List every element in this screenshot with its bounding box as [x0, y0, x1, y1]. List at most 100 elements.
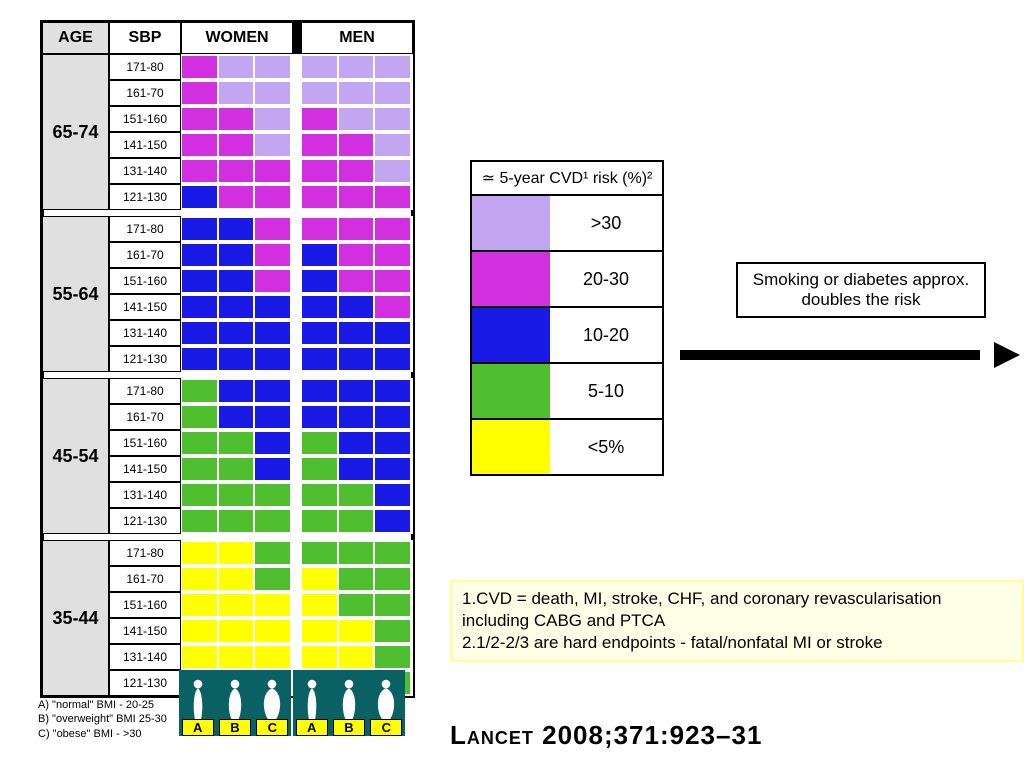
risk-swatch	[375, 432, 410, 454]
risk-swatch	[255, 270, 290, 292]
risk-swatch	[219, 348, 254, 370]
risk-swatch	[219, 542, 254, 564]
risk-swatch	[182, 380, 217, 402]
bmi-legend: A) "normal" BMI - 20-25 B) "overweight" …	[38, 698, 167, 741]
risk-swatch	[302, 568, 337, 590]
risk-swatch	[182, 620, 217, 642]
risk-cell	[181, 592, 293, 618]
risk-swatch	[182, 160, 217, 182]
sbp-band-label: 121-130	[109, 508, 181, 534]
risk-cell	[181, 184, 293, 210]
bmi-label: C	[256, 719, 288, 736]
risk-swatch	[375, 134, 410, 156]
risk-swatch	[255, 108, 290, 130]
risk-swatch	[182, 244, 217, 266]
risk-cell	[181, 242, 293, 268]
risk-swatch	[339, 542, 374, 564]
risk-swatch	[339, 160, 374, 182]
risk-cell	[301, 644, 413, 670]
risk-cell	[301, 132, 413, 158]
risk-swatch	[255, 620, 290, 642]
risk-swatch	[255, 82, 290, 104]
risk-swatch	[255, 406, 290, 428]
risk-swatch	[255, 322, 290, 344]
risk-swatch	[219, 406, 254, 428]
risk-swatch	[375, 542, 410, 564]
risk-cell	[301, 184, 413, 210]
risk-cell	[301, 106, 413, 132]
legend-swatch	[472, 364, 550, 418]
legend-value: 5-10	[550, 364, 662, 418]
risk-swatch	[219, 186, 254, 208]
risk-swatch	[302, 322, 337, 344]
legend-swatch	[472, 252, 550, 306]
risk-swatch	[255, 218, 290, 240]
sbp-band-label: 141-150	[109, 294, 181, 320]
footnotes: 1.CVD = death, MI, stroke, CHF, and coro…	[450, 580, 1024, 662]
risk-swatch	[339, 432, 374, 454]
sbp-band-label: 171-80	[109, 54, 181, 80]
risk-swatch	[255, 484, 290, 506]
risk-swatch	[339, 322, 374, 344]
bmi-legend-a: A) "normal" BMI - 20-25	[38, 698, 167, 712]
age-group-label: 45-54	[42, 378, 109, 534]
risk-swatch	[219, 56, 254, 78]
risk-swatch	[339, 380, 374, 402]
risk-swatch	[182, 218, 217, 240]
risk-swatch	[219, 568, 254, 590]
risk-cell	[301, 404, 413, 430]
risk-cell	[181, 80, 293, 106]
risk-cell	[301, 378, 413, 404]
risk-swatch	[375, 218, 410, 240]
risk-cell	[301, 80, 413, 106]
risk-swatch	[302, 432, 337, 454]
risk-swatch	[219, 160, 254, 182]
sbp-band-label: 131-140	[109, 644, 181, 670]
risk-cell	[301, 540, 413, 566]
bmi-label: B	[219, 719, 251, 736]
risk-swatch	[375, 108, 410, 130]
risk-swatch	[219, 270, 254, 292]
risk-swatch	[255, 646, 290, 668]
risk-swatch	[339, 406, 374, 428]
risk-swatch	[219, 322, 254, 344]
column-separator	[293, 22, 301, 54]
sbp-band-label: 131-140	[109, 482, 181, 508]
header-men: MEN	[301, 22, 413, 54]
risk-cell	[301, 618, 413, 644]
legend-swatch	[472, 420, 550, 474]
risk-cell	[181, 106, 293, 132]
sbp-band-label: 171-80	[109, 378, 181, 404]
risk-cell	[181, 508, 293, 534]
risk-swatch	[255, 594, 290, 616]
risk-swatch	[339, 296, 374, 318]
risk-cell	[301, 216, 413, 242]
risk-cell	[301, 242, 413, 268]
risk-swatch	[339, 108, 374, 130]
risk-cell	[301, 158, 413, 184]
bmi-label: A	[296, 719, 328, 736]
sbp-band-label: 121-130	[109, 346, 181, 372]
risk-swatch	[219, 218, 254, 240]
risk-swatch	[375, 568, 410, 590]
sbp-band-label: 151-160	[109, 106, 181, 132]
risk-swatch	[182, 82, 217, 104]
risk-swatch	[219, 646, 254, 668]
risk-cell	[181, 132, 293, 158]
risk-cell	[181, 644, 293, 670]
risk-swatch	[182, 510, 217, 532]
risk-swatch	[375, 160, 410, 182]
risk-swatch	[339, 484, 374, 506]
sbp-band-label: 171-80	[109, 540, 181, 566]
risk-cell	[181, 268, 293, 294]
risk-cell	[301, 294, 413, 320]
risk-swatch	[255, 458, 290, 480]
risk-swatch	[375, 244, 410, 266]
risk-cell	[181, 158, 293, 184]
risk-swatch	[302, 270, 337, 292]
risk-swatch	[339, 594, 374, 616]
risk-swatch	[339, 186, 374, 208]
risk-swatch	[219, 134, 254, 156]
bmi-label: B	[333, 719, 365, 736]
risk-cell	[301, 54, 413, 80]
